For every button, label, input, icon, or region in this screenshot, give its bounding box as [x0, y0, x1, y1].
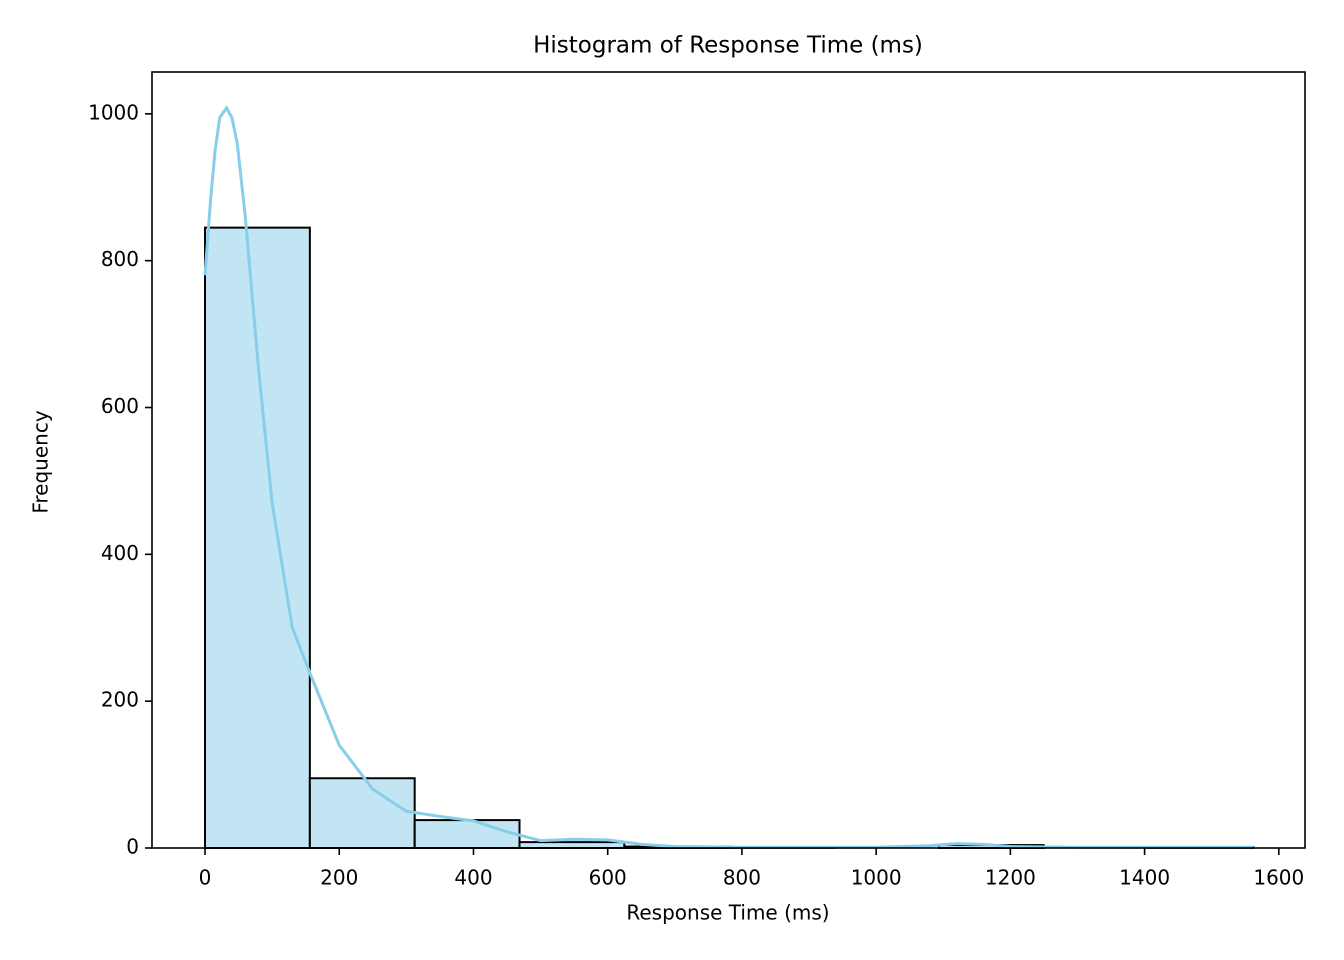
- x-tick-label: 1600: [1253, 866, 1304, 890]
- x-tick-label: 0: [199, 866, 212, 890]
- y-tick-label: 1000: [88, 100, 139, 124]
- kde-line: [203, 105, 1254, 849]
- bar: [204, 226, 311, 849]
- y-tick-label: 600: [101, 394, 139, 418]
- y-tick-label: 0: [126, 835, 139, 859]
- x-tick-label: 600: [589, 866, 627, 890]
- chart-title: Histogram of Response Time (ms): [533, 33, 923, 59]
- bar: [518, 841, 626, 849]
- x-tick-label: 200: [320, 866, 358, 890]
- bar: [308, 777, 416, 849]
- x-axis-label: Response Time (ms): [626, 901, 829, 925]
- bar: [413, 819, 521, 849]
- y-axis-label: Frequency: [29, 410, 53, 513]
- plot-frame: [151, 71, 1306, 849]
- y-tick-label: 200: [101, 688, 139, 712]
- y-tick-label: 800: [101, 247, 139, 271]
- x-tick-label: 1400: [1119, 866, 1170, 890]
- x-tick-label: 1200: [985, 866, 1036, 890]
- x-tick-label: 800: [723, 866, 761, 890]
- y-tick-label: 400: [101, 541, 139, 565]
- x-tick-label: 1000: [851, 866, 902, 890]
- x-tick-label: 400: [454, 866, 492, 890]
